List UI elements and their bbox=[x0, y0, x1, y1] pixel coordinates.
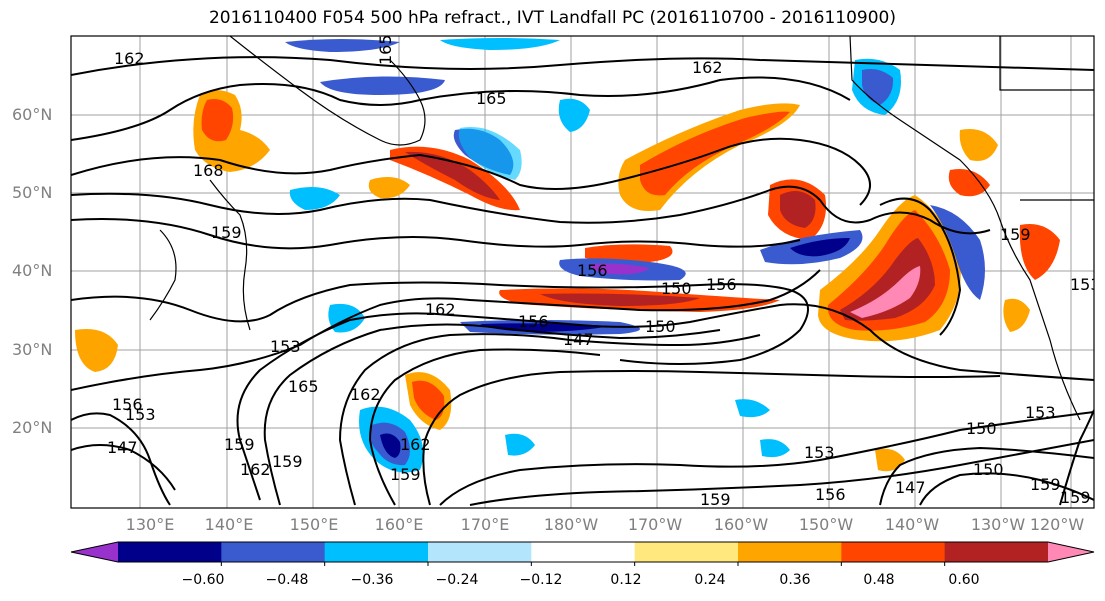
lat-label: 50°N bbox=[12, 183, 53, 202]
colorbar-extend-high bbox=[1048, 542, 1094, 562]
colorbar-tick: −0.12 bbox=[519, 572, 563, 588]
contour-label: 156 bbox=[112, 395, 143, 414]
contour-label: 162 bbox=[692, 58, 723, 77]
colorbar-tick: 0.36 bbox=[779, 572, 811, 588]
lon-label: 130°E bbox=[125, 515, 175, 534]
contour-label: 162 bbox=[425, 300, 456, 319]
contour-label: 156 bbox=[518, 312, 549, 331]
map-plot-area: 162 165 165 162 168 159 162 153 156 150 … bbox=[71, 34, 1101, 509]
contour-label: 156 bbox=[706, 275, 737, 294]
contour-label: 165 bbox=[376, 34, 395, 65]
colorbar-tick: −0.48 bbox=[265, 572, 309, 588]
colorbar-segment bbox=[634, 542, 739, 562]
colorbar-tick: 0.24 bbox=[694, 572, 726, 588]
lon-label: 150°E bbox=[289, 515, 339, 534]
lon-label: 170°E bbox=[460, 515, 510, 534]
colorbar-tick: 0.48 bbox=[863, 572, 895, 588]
lat-label: 40°N bbox=[12, 261, 53, 280]
contour-label: 159 bbox=[1060, 488, 1091, 507]
contour-label: 153 bbox=[270, 337, 301, 356]
colorbar-tick: −0.36 bbox=[350, 572, 394, 588]
contour-label: 159 bbox=[1000, 225, 1031, 244]
map-title: 2016110400 F054 500 hPa refract., IVT La… bbox=[208, 8, 896, 28]
contour-labels: 162 165 165 162 168 159 162 153 156 150 … bbox=[107, 34, 1101, 509]
contour-label: 162 bbox=[400, 435, 431, 454]
colorbar-outline bbox=[70, 541, 1095, 563]
lon-label: 160°E bbox=[374, 515, 424, 534]
contour-label: 168 bbox=[193, 161, 224, 180]
contour-label: 159 bbox=[272, 452, 303, 471]
colorbar-segment bbox=[118, 542, 222, 562]
contour-label: 150 bbox=[645, 317, 676, 336]
contour-label: 156 bbox=[815, 485, 846, 504]
contour-label: 147 bbox=[563, 330, 594, 349]
contour-label: 153 bbox=[1070, 275, 1101, 294]
height-contours bbox=[71, 56, 1094, 506]
lon-label: 160°W bbox=[713, 515, 769, 534]
contour-label: 159 bbox=[211, 223, 242, 242]
contour-label: 162 bbox=[350, 385, 381, 404]
contour-label: 165 bbox=[476, 89, 507, 108]
lon-label: 140°W bbox=[884, 515, 940, 534]
lon-label: 130°W bbox=[970, 515, 1026, 534]
lat-label: 30°N bbox=[12, 340, 53, 359]
contour-label: 150 bbox=[966, 419, 997, 438]
contour-label: 162 bbox=[240, 460, 271, 479]
contour-label: 156 bbox=[577, 261, 608, 280]
coastlines bbox=[149, 36, 1094, 421]
colorbar-tick: −0.24 bbox=[435, 572, 479, 588]
colorbar-tick: 0.60 bbox=[948, 572, 980, 588]
lon-label: 120°W bbox=[1029, 515, 1085, 534]
lon-label: 150°W bbox=[798, 515, 854, 534]
contour-label: 147 bbox=[107, 438, 138, 457]
colorbar-segment bbox=[531, 542, 636, 562]
contour-label: 165 bbox=[288, 377, 319, 396]
colorbar-segment bbox=[944, 542, 1049, 562]
contour-label: 150 bbox=[661, 279, 692, 298]
contour-label: 153 bbox=[125, 405, 156, 424]
contour-label: 159 bbox=[224, 435, 255, 454]
colorbar-segment bbox=[324, 542, 429, 562]
lon-label: 140°E bbox=[204, 515, 254, 534]
lat-label: 20°N bbox=[12, 418, 53, 437]
contour-label: 147 bbox=[895, 478, 926, 497]
contour-label: 159 bbox=[700, 490, 731, 509]
colorbar-tick: 0.12 bbox=[610, 572, 642, 588]
colorbar-extend-low bbox=[71, 542, 118, 562]
lon-label: 180°W bbox=[543, 515, 599, 534]
lat-label: 60°N bbox=[12, 105, 53, 124]
colorbar-segment bbox=[841, 542, 946, 562]
colorbar-segment bbox=[221, 542, 326, 562]
colorbar-segment bbox=[428, 542, 532, 562]
map-frame bbox=[70, 35, 1095, 509]
contour-label: 153 bbox=[1025, 403, 1056, 422]
contour-label: 162 bbox=[114, 49, 145, 68]
colorbar-tick: −0.60 bbox=[181, 572, 225, 588]
contour-label: 153 bbox=[804, 443, 835, 462]
contour-label: 159 bbox=[1030, 475, 1061, 494]
contour-label: 159 bbox=[390, 465, 421, 484]
colorbar bbox=[70, 541, 1095, 566]
colorbar-segment bbox=[738, 542, 842, 562]
lon-label: 170°W bbox=[627, 515, 683, 534]
contour-label: 150 bbox=[973, 460, 1004, 479]
